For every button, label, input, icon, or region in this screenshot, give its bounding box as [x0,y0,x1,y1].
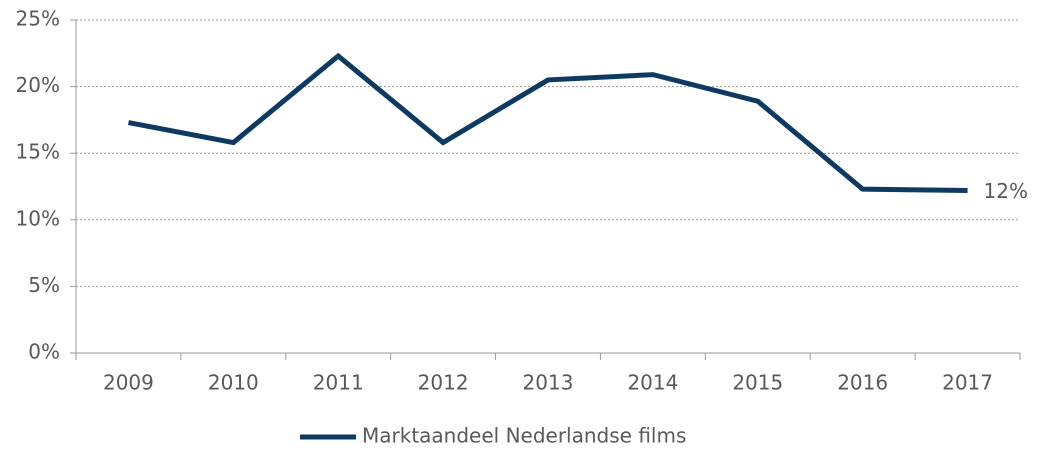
x-tick-label: 2013 [523,371,574,395]
y-tick-label: 25% [16,7,60,31]
x-tick-label: 2015 [732,371,783,395]
x-tick-label: 2011 [313,371,364,395]
x-tick-label: 2017 [942,371,993,395]
y-tick-label: 0% [28,340,60,364]
series-line [127,52,968,193]
y-tick-label: 10% [16,206,60,230]
data-label: 12% [984,179,1028,203]
x-tick-label: 2010 [208,371,259,395]
y-tick-label: 15% [16,140,60,164]
x-tick-label: 2009 [103,371,154,395]
legend-label: Marktaandeel Nederlandse films [362,424,686,448]
y-tick-label: 20% [16,73,60,97]
x-tick-label: 2016 [837,371,888,395]
y-tick-label: 5% [28,273,60,297]
x-tick-label: 2014 [627,371,678,395]
x-tick-label: 2012 [418,371,469,395]
